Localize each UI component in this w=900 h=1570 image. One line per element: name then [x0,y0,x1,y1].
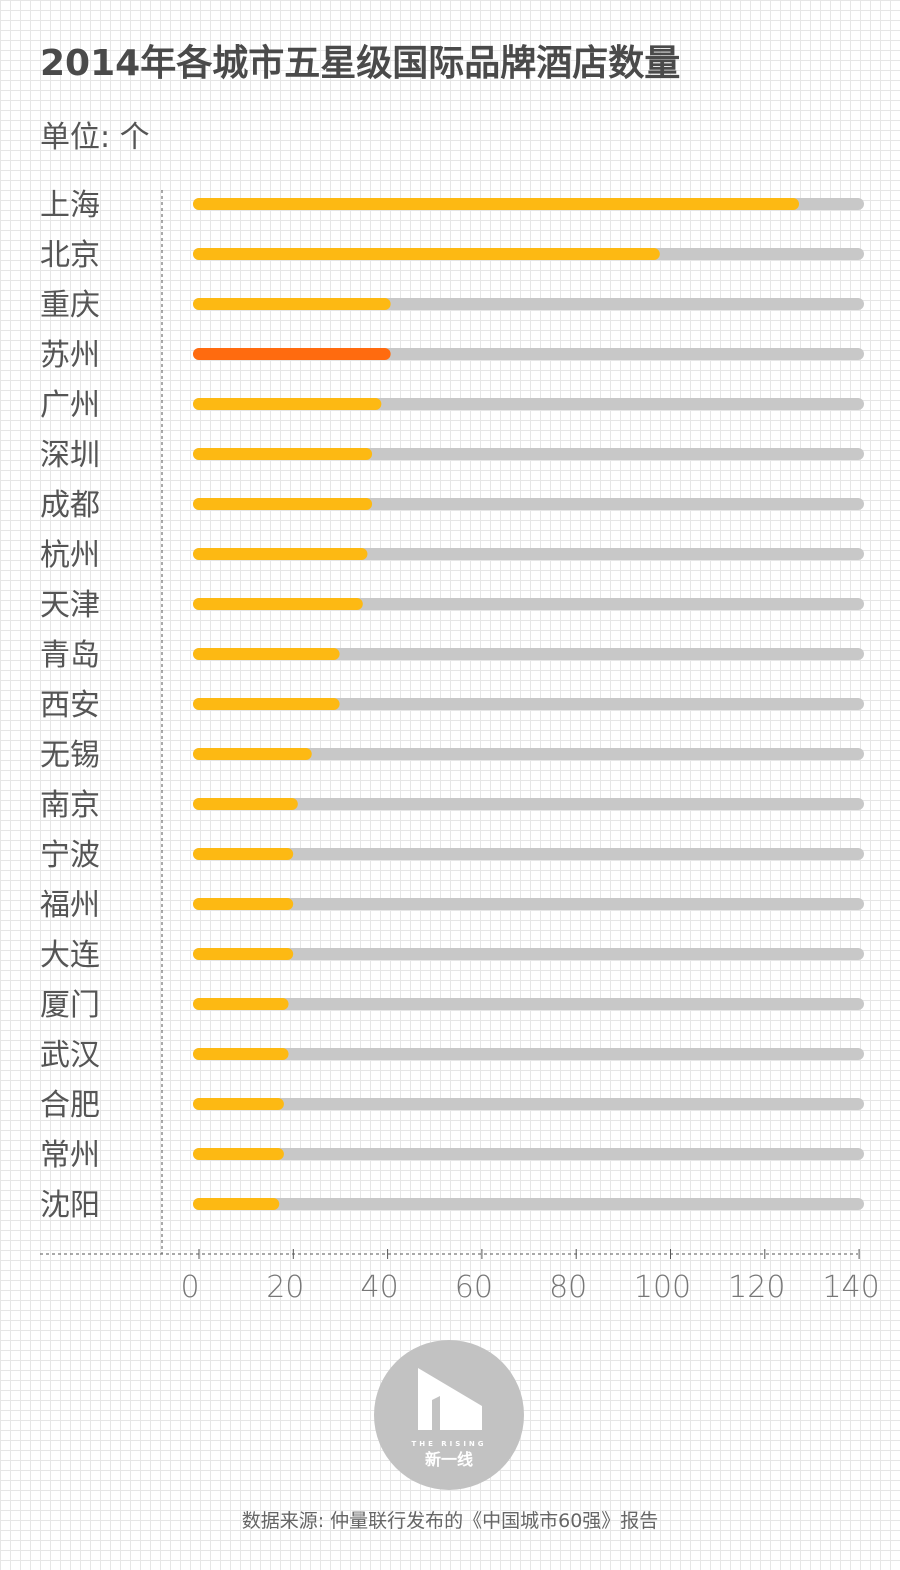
category-label: 广州 [40,388,100,423]
x-tick-label: 140 [822,1270,879,1305]
category-label: 福州 [40,888,100,923]
logo-cn-text: 新一线 [424,1450,473,1469]
category-label: 厦门 [40,988,100,1023]
category-label: 天津 [40,588,100,623]
x-tick-label: 100 [634,1270,691,1305]
category-label: 沈阳 [40,1188,100,1223]
category-label: 北京 [40,238,100,273]
x-tick-label: 120 [728,1270,785,1305]
category-label: 常州 [40,1138,100,1173]
category-label: 上海 [40,188,100,223]
category-label: 杭州 [40,538,100,573]
x-tick-label: 60 [455,1270,493,1305]
logo-en-text: THE RISING [411,1440,487,1448]
category-label: 青岛 [40,638,100,673]
category-label: 宁波 [40,838,100,873]
x-tick-label: 20 [266,1270,304,1305]
chart-title: 2014年各城市五星级国际品牌酒店数量 [40,43,681,84]
category-label: 深圳 [40,438,100,473]
category-label: 成都 [40,488,100,523]
x-tick-label: 40 [361,1270,399,1305]
category-label: 武汉 [40,1038,100,1073]
x-tick-label: 0 [180,1270,199,1305]
category-label: 苏州 [40,338,100,373]
play-logo-icon [418,1368,482,1430]
category-label: 重庆 [40,288,100,323]
category-label: 大连 [40,938,100,973]
category-label: 无锡 [40,738,100,773]
category-label: 西安 [40,688,100,723]
logo: THE RISING 新一线 [374,1340,524,1490]
unit-label: 单位: 个 [40,120,150,155]
category-label: 南京 [40,788,100,823]
category-label: 合肥 [40,1088,100,1123]
source-note: 数据来源: 仲量联行发布的《中国城市60强》报告 [241,1510,659,1532]
x-tick-label: 80 [549,1270,587,1305]
bar-chart: 上海北京重庆苏州广州深圳成都杭州天津青岛西安无锡南京宁波福州大连厦门武汉合肥常州… [40,188,880,1305]
